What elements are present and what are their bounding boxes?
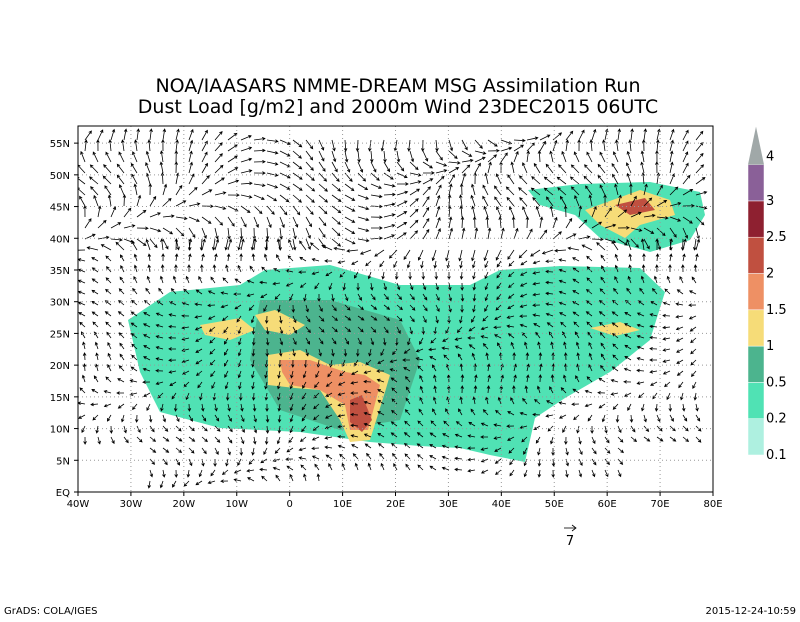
colorbar-segment [747, 309, 765, 347]
lat-label: 45N [50, 203, 70, 214]
lon-label: 40W [67, 499, 90, 510]
colorbar-label: 0.1 [766, 448, 787, 463]
lat-label: 55N [50, 139, 70, 150]
colorbar-segment [747, 273, 765, 311]
lon-label: 0 [286, 499, 292, 510]
colorbar-segment [747, 382, 765, 419]
colorbar-label: 0.5 [766, 375, 787, 390]
colorbar-label: 4 [766, 150, 774, 165]
colorbar-segment [747, 164, 765, 202]
footer-right: 2015-12-24-10:59 [705, 606, 796, 617]
lon-label: 50E [545, 499, 564, 510]
reference-vector [564, 524, 577, 532]
lon-label: 20E [386, 499, 405, 510]
colorbar-label: 0.2 [766, 412, 787, 427]
lat-label: 20N [50, 361, 70, 372]
lon-label: 30E [439, 499, 458, 510]
colorbar-segment [747, 418, 765, 456]
lat-label: 5N [56, 456, 70, 467]
colorbar-label: 1 [766, 339, 774, 354]
lon-label: 20W [173, 499, 196, 510]
lat-label: 15N [50, 393, 70, 404]
colorbar: 0.1 0.2 0.5 1 1.5 2 2.5 3 4 [747, 126, 787, 463]
lat-label: EQ [56, 488, 70, 499]
lon-label: 70E [651, 499, 670, 510]
colorbar-label: 2 [766, 267, 774, 282]
wind-arrows [78, 128, 708, 489]
lon-label: 40E [492, 499, 511, 510]
colorbar-segment [747, 200, 765, 238]
colorbar-segment [747, 345, 765, 383]
lon-label: 30W [120, 499, 143, 510]
colorbar-label: 3 [766, 194, 774, 209]
lat-label: 50N [50, 171, 70, 182]
dust-field [78, 128, 708, 489]
lon-label: 10W [225, 499, 248, 510]
lat-label: 10N [50, 425, 70, 436]
map-frame [77, 125, 714, 493]
lat-label: 40N [50, 234, 70, 245]
footer-left: GrADS: COLA/IGES [4, 606, 98, 617]
lon-label: 80E [703, 499, 722, 510]
lat-label: 35N [50, 266, 70, 277]
lon-label: 60E [598, 499, 617, 510]
colorbar-label: 1.5 [766, 303, 787, 318]
title: NOA/IAASARS NMME-DREAM MSG Assimilation … [155, 75, 640, 97]
colorbar-segment [747, 236, 765, 274]
lon-label: 10E [333, 499, 352, 510]
wind-vectors [78, 128, 708, 489]
colorbar-cap [748, 126, 764, 165]
subtitle: Dust Load [g/m2] and 2000m Wind 23DEC201… [138, 96, 658, 118]
dust-high [200, 318, 255, 340]
lat-label: 25N [50, 329, 70, 340]
lat-label: 30N [50, 298, 70, 309]
colorbar-label: 2.5 [766, 230, 787, 245]
reference-label: 7 [566, 534, 574, 549]
